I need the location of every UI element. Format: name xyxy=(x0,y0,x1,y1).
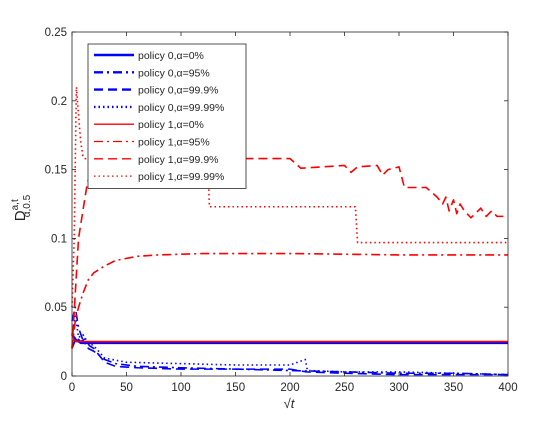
legend-label-4: policy 1,α=0% xyxy=(138,119,204,131)
series-line-7 xyxy=(71,86,508,308)
legend-label-7: policy 1,α=99.99% xyxy=(138,171,224,183)
y-tick-label: 0.2 xyxy=(51,96,67,108)
y-axis-label-main: D xyxy=(12,210,29,221)
series-line-2 xyxy=(71,336,508,376)
legend: policy 0,α=0% policy 0,α=95% policy 0,α=99… xyxy=(87,43,247,189)
legend-label-6: policy 1,α=99.9% xyxy=(138,154,219,166)
legend-label-1: policy 0,α=95% xyxy=(138,67,210,79)
x-tick-label: 100 xyxy=(171,382,190,394)
y-tick-label: 0.05 xyxy=(45,302,67,314)
y-tick-label: 0.25 xyxy=(45,27,67,39)
x-tick-label: 250 xyxy=(335,382,354,394)
y-tick-label: 0.1 xyxy=(51,233,67,245)
series-line-3 xyxy=(71,313,509,376)
legend-label-5: policy 1,α=95% xyxy=(138,137,210,149)
legend-label-3: policy 0,α=99.99% xyxy=(138,102,224,114)
x-tick-label: 150 xyxy=(226,382,245,394)
legend-label-0: policy 0,α=0% xyxy=(138,50,204,62)
legend-label-2: policy 0,α=99.9% xyxy=(138,85,219,97)
legend-box xyxy=(87,43,247,189)
x-tick-label: 200 xyxy=(280,382,299,394)
series-line-4 xyxy=(71,334,508,343)
series-line-1 xyxy=(71,306,509,376)
y-axis-label-subscript: α,0.5 xyxy=(22,194,33,217)
y-axis-label-superscript: a,t xyxy=(10,199,21,210)
x-tick-label: 0 xyxy=(69,382,75,394)
axes: 0 50 100 150 200 250 300 350 400 0 0.05 0.1 0.15 0.2 0… xyxy=(45,27,518,394)
y-tick-label: 0.15 xyxy=(45,165,67,177)
x-axis-label: √t xyxy=(284,396,296,411)
x-tick-label: 400 xyxy=(498,382,517,394)
x-tick-label: 300 xyxy=(389,382,408,394)
y-axis-label: Da,tα,0.5 xyxy=(10,194,33,221)
y-tick-label: 0 xyxy=(61,371,67,383)
series-line-5 xyxy=(71,252,508,349)
x-tick-label: 50 xyxy=(120,382,133,394)
x-tick-label: 350 xyxy=(444,382,463,394)
